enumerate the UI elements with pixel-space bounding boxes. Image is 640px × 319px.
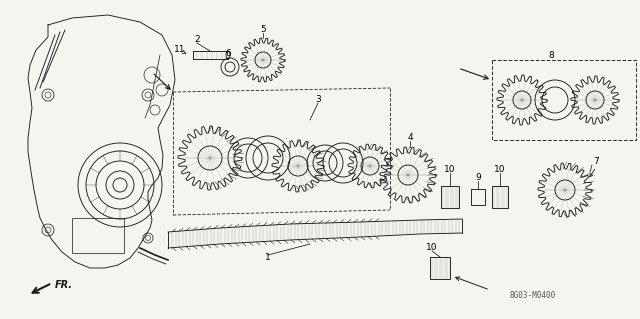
Text: 9: 9 — [475, 174, 481, 182]
Bar — [471, 189, 485, 205]
Text: FR.: FR. — [55, 280, 73, 290]
Text: 8: 8 — [548, 50, 554, 60]
Text: 10: 10 — [494, 166, 506, 174]
Text: 8G03-M0400: 8G03-M0400 — [510, 291, 556, 300]
Text: 2: 2 — [194, 35, 200, 44]
Bar — [72, 218, 124, 253]
Text: 1: 1 — [265, 254, 271, 263]
Text: 11: 11 — [174, 46, 186, 55]
Text: 3: 3 — [315, 95, 321, 105]
Bar — [430, 257, 450, 279]
Bar — [441, 186, 459, 208]
Text: 5: 5 — [260, 26, 266, 34]
Text: 10: 10 — [426, 243, 438, 253]
Text: 6: 6 — [225, 49, 231, 58]
Bar — [492, 186, 508, 208]
Text: 4: 4 — [407, 133, 413, 143]
Text: 7: 7 — [593, 158, 599, 167]
Text: 10: 10 — [444, 166, 456, 174]
